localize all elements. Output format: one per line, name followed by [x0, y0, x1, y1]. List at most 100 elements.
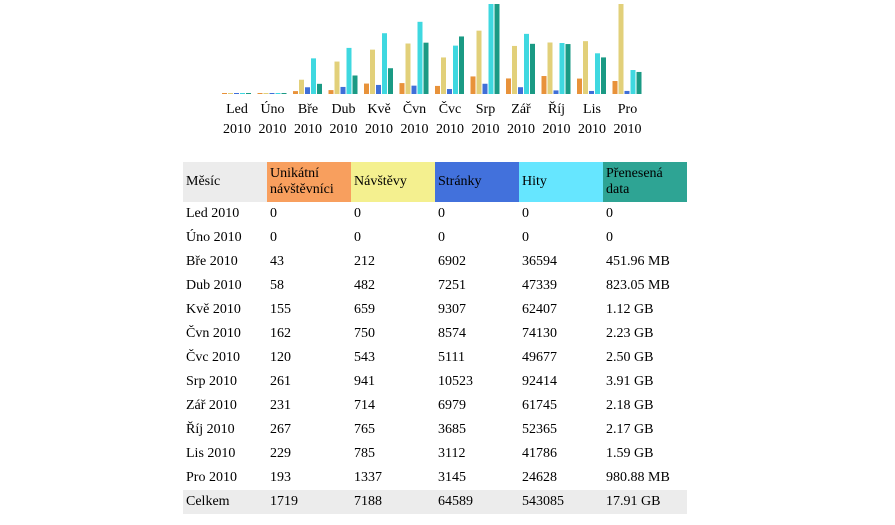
- cell-month: Čvc 2010: [186, 350, 241, 365]
- cell-bandwidth: 2.50 GB: [606, 350, 654, 365]
- cell-pages: 5111: [438, 350, 465, 365]
- cell-month: Srp 2010: [186, 374, 237, 389]
- cell-month: Čvn 2010: [186, 326, 241, 341]
- bar-1-7: [435, 85, 440, 94]
- cell-unique-visitors: 0: [270, 206, 277, 221]
- bar-4-10: [559, 43, 565, 94]
- cell-unique-visitors: 231: [270, 398, 291, 413]
- cell-bandwidth: 1.59 GB: [606, 446, 654, 461]
- bar-3-12: [624, 90, 630, 94]
- x-tick-label: Led: [226, 102, 248, 117]
- bar-5-6: [423, 42, 429, 94]
- table-row: Čvn 2010 162 750 8574 74130 2.23 GB: [183, 322, 687, 346]
- cell-hits: 543085: [519, 490, 603, 514]
- bar-2-11: [583, 41, 588, 94]
- bar-2-12: [618, 4, 624, 94]
- bar-2-2: [263, 93, 269, 94]
- bar-1-5: [364, 83, 369, 94]
- x-tick-label: 2010: [365, 122, 393, 137]
- cell-visits: 659: [354, 302, 375, 317]
- cell-bandwidth: 0: [606, 230, 613, 245]
- bar-1-1: [222, 93, 227, 94]
- cell-bandwidth: 3.91 GB: [606, 374, 654, 389]
- cell-pages: 3685: [438, 422, 466, 437]
- cell-pages: 3112: [438, 446, 466, 461]
- x-tick-label: 2010: [259, 122, 287, 137]
- bar-1-12: [612, 81, 618, 94]
- cell-bandwidth: 0: [606, 206, 613, 221]
- header-hits: Hity: [519, 162, 603, 202]
- table-row: Čvc 2010 120 543 5111 49677 2.50 GB: [183, 346, 687, 370]
- cell-unique-visitors: 58: [270, 278, 284, 293]
- cell-visits: 7188: [351, 490, 435, 514]
- cell-hits: 49677: [522, 350, 557, 365]
- bar-1-6: [399, 83, 405, 94]
- cell-pages: 9307: [438, 302, 466, 317]
- bar-4-4: [346, 47, 352, 94]
- cell-hits: 47339: [522, 278, 557, 293]
- bar-2-9: [512, 45, 517, 94]
- bar-3-3: [305, 87, 310, 94]
- bar-3-7: [447, 89, 452, 94]
- cell-unique-visitors: 193: [270, 470, 291, 485]
- cell-visits: 482: [354, 278, 375, 293]
- bar-2-3: [299, 79, 304, 94]
- bar-1-8: [470, 76, 476, 94]
- cell-bandwidth: 823.05 MB: [606, 278, 670, 293]
- cell-month: Říj 2010: [186, 422, 235, 437]
- table-row: Zář 2010 231 714 6979 61745 2.18 GB: [183, 394, 687, 418]
- cell-month: Dub 2010: [186, 278, 242, 293]
- cell-month: Lis 2010: [186, 446, 236, 461]
- table-row: Kvě 2010 155 659 9307 62407 1.12 GB: [183, 298, 687, 322]
- bar-1-11: [577, 78, 582, 94]
- bar-4-9: [524, 33, 529, 94]
- cell-month: Celkem: [183, 490, 267, 514]
- header-unique-visitors: Unikátní návštěvníci: [267, 162, 351, 202]
- bar-5-8: [494, 4, 500, 94]
- x-tick-label: Úno: [260, 100, 284, 117]
- x-tick-label: 2010: [507, 122, 535, 137]
- x-tick-label: Kvě: [367, 102, 390, 117]
- bar-2-5: [370, 49, 375, 94]
- x-tick-label: 2010: [223, 122, 251, 137]
- cell-pages: 64589: [435, 490, 519, 514]
- table-body: Led 2010 0 0 0 0 0 Úno 2010 0 0 0 0 0 Bře 2010 43 212 6…: [183, 202, 687, 514]
- cell-month: Pro 2010: [186, 470, 237, 485]
- bar-2-10: [547, 42, 553, 94]
- x-tick-label: 2010: [543, 122, 571, 137]
- cell-hits: 52365: [522, 422, 557, 437]
- cell-bandwidth: 17.91 GB: [603, 490, 687, 514]
- x-tick-label: Bře: [298, 102, 318, 117]
- bar-4-7: [453, 45, 458, 94]
- bar-3-2: [269, 93, 275, 94]
- bar-3-9: [518, 87, 523, 94]
- bar-5-9: [530, 43, 535, 94]
- bar-4-2: [275, 93, 281, 94]
- cell-unique-visitors: 0: [270, 230, 277, 245]
- cell-hits: 62407: [522, 302, 557, 317]
- bar-4-8: [488, 4, 494, 94]
- header-pages: Stránky: [435, 162, 519, 202]
- cell-bandwidth: 2.18 GB: [606, 398, 654, 413]
- cell-unique-visitors: 229: [270, 446, 291, 461]
- bar-5-7: [459, 36, 464, 94]
- cell-visits: 1337: [354, 470, 382, 485]
- bar-3-1: [234, 93, 239, 94]
- cell-pages: 8574: [438, 326, 466, 341]
- table-row: Bře 2010 43 212 6902 36594 451.96 MB: [183, 250, 687, 274]
- cell-pages: 10523: [438, 374, 473, 389]
- cell-month: Led 2010: [186, 206, 240, 221]
- table-row: Lis 2010 229 785 3112 41786 1.59 GB: [183, 442, 687, 466]
- cell-pages: 0: [438, 206, 445, 221]
- cell-bandwidth: 2.17 GB: [606, 422, 654, 437]
- cell-unique-visitors: 155: [270, 302, 291, 317]
- cell-month: Kvě 2010: [186, 302, 241, 317]
- cell-visits: 212: [354, 254, 375, 269]
- cell-visits: 750: [354, 326, 375, 341]
- x-tick-label: Dub: [331, 102, 355, 117]
- cell-unique-visitors: 1719: [267, 490, 351, 514]
- cell-visits: 0: [354, 206, 361, 221]
- bar-4-6: [417, 21, 423, 94]
- cell-hits: 61745: [522, 398, 557, 413]
- table-row: Úno 2010 0 0 0 0 0: [183, 226, 687, 250]
